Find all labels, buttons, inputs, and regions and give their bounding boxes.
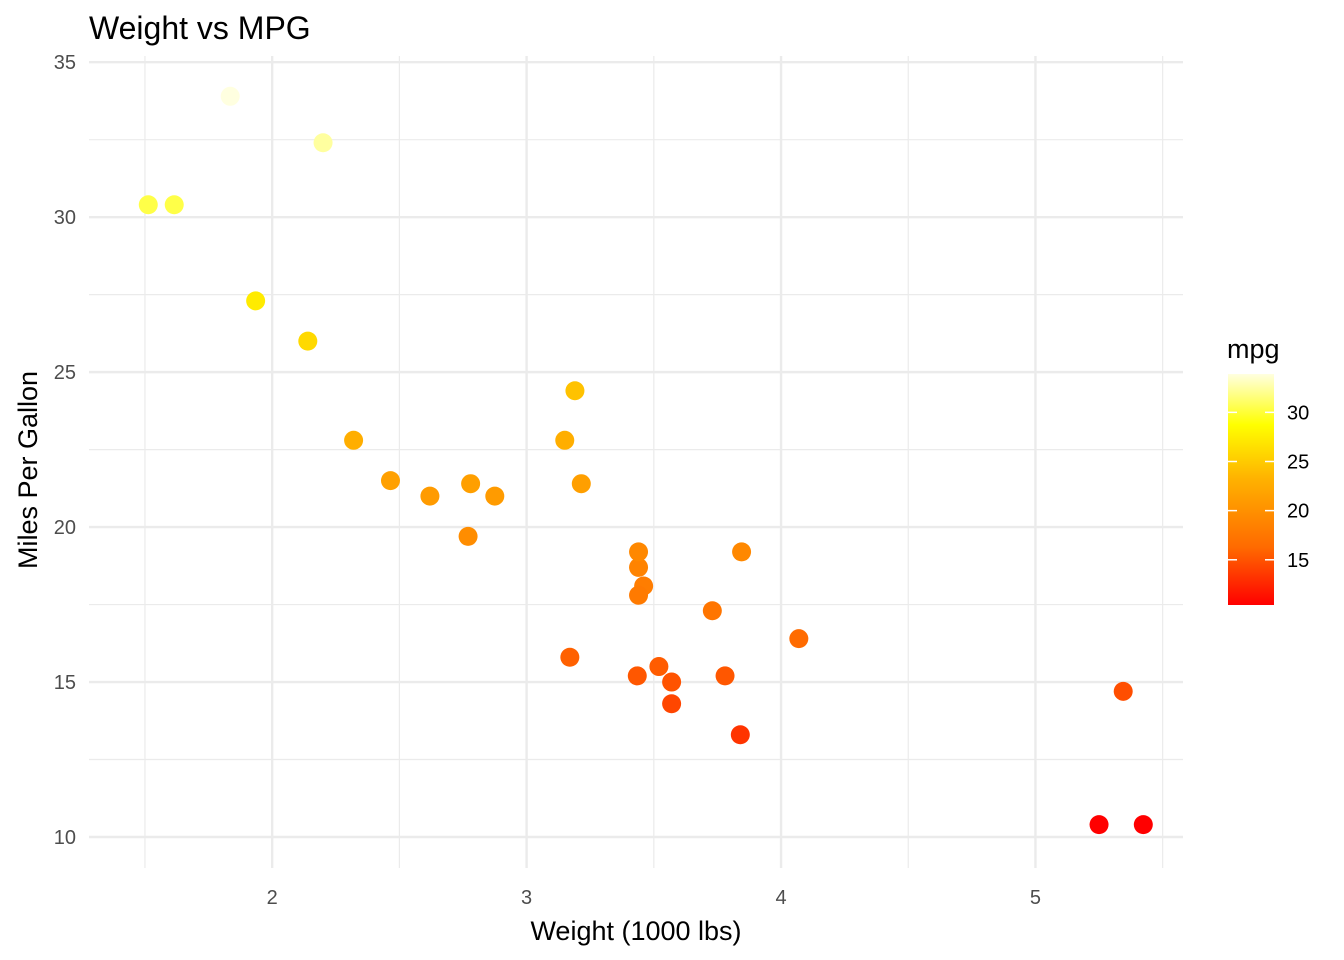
data-point bbox=[138, 195, 158, 215]
y-tick-label: 20 bbox=[54, 517, 76, 539]
data-point bbox=[344, 430, 364, 450]
data-point bbox=[715, 666, 735, 686]
data-point bbox=[662, 694, 682, 714]
y-axis-ticks: 10 15 20 25 30 35 bbox=[54, 52, 76, 849]
legend-tick-label: 15 bbox=[1287, 550, 1309, 572]
y-tick-label: 25 bbox=[54, 362, 76, 384]
points bbox=[138, 86, 1153, 835]
data-point bbox=[789, 629, 809, 649]
data-point bbox=[629, 557, 649, 577]
legend-ticks: 15 20 25 30 bbox=[1228, 402, 1309, 572]
legend-colorbar bbox=[1228, 374, 1274, 605]
data-point bbox=[380, 471, 400, 491]
data-point bbox=[246, 291, 266, 311]
legend-title: mpg bbox=[1227, 334, 1280, 364]
data-point bbox=[461, 474, 481, 494]
data-point bbox=[649, 657, 669, 677]
legend: mpg 15 20 25 30 bbox=[1227, 334, 1309, 605]
x-tick-label: 5 bbox=[1030, 887, 1041, 909]
data-point bbox=[629, 542, 649, 562]
y-axis-title: Miles Per Gallon bbox=[13, 371, 43, 569]
data-point bbox=[313, 133, 333, 153]
data-point bbox=[571, 474, 591, 494]
data-point bbox=[164, 195, 184, 215]
grid bbox=[89, 56, 1183, 868]
data-point bbox=[458, 526, 478, 546]
data-point bbox=[555, 430, 575, 450]
data-point bbox=[485, 486, 505, 506]
chart-title: Weight vs MPG bbox=[89, 10, 311, 46]
legend-tick-label: 20 bbox=[1287, 501, 1309, 523]
legend-tick-label: 30 bbox=[1287, 402, 1309, 424]
data-point bbox=[1133, 815, 1153, 835]
data-point bbox=[732, 542, 752, 562]
data-point bbox=[627, 666, 647, 686]
y-tick-label: 35 bbox=[54, 52, 76, 74]
legend-tick-label: 25 bbox=[1287, 451, 1309, 473]
data-point bbox=[560, 647, 580, 667]
y-tick-label: 15 bbox=[54, 672, 76, 694]
data-point bbox=[298, 331, 318, 351]
data-point bbox=[702, 601, 722, 621]
data-point bbox=[1113, 681, 1133, 701]
data-point bbox=[420, 486, 440, 506]
data-point bbox=[1089, 815, 1109, 835]
x-tick-label: 3 bbox=[521, 887, 532, 909]
data-point bbox=[629, 585, 649, 605]
data-point bbox=[220, 86, 240, 106]
x-tick-label: 4 bbox=[775, 887, 786, 909]
y-tick-label: 30 bbox=[54, 207, 76, 229]
x-tick-label: 2 bbox=[267, 887, 278, 909]
y-tick-label: 10 bbox=[54, 827, 76, 849]
data-point bbox=[730, 725, 750, 745]
x-axis-ticks: 2 3 4 5 bbox=[267, 887, 1041, 909]
x-axis-title: Weight (1000 lbs) bbox=[530, 916, 741, 946]
data-point bbox=[565, 381, 585, 401]
data-point bbox=[662, 672, 682, 692]
